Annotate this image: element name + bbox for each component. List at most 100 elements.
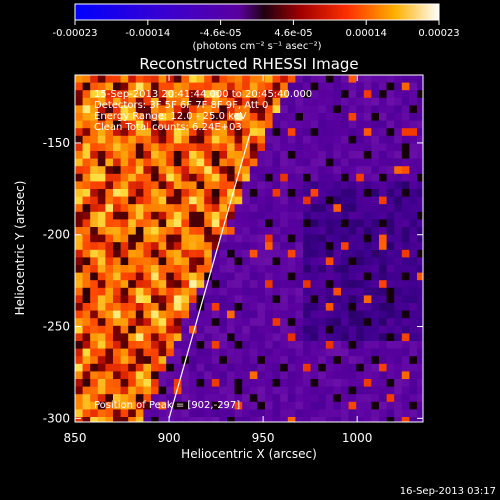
- heatmap-cell: [318, 401, 327, 410]
- heatmap-cell: [280, 219, 289, 228]
- heatmap-cell: [325, 219, 334, 228]
- heatmap-cell: [227, 143, 235, 152]
- heatmap-cell: [318, 151, 327, 159]
- heatmap-cell: [166, 120, 175, 129]
- heatmap-cell: [401, 189, 410, 197]
- heatmap-cell: [113, 401, 121, 410]
- heatmap-cell: [166, 280, 175, 289]
- heatmap-cell: [97, 189, 106, 197]
- heatmap-cell: [128, 363, 137, 372]
- heatmap-cell: [417, 204, 423, 213]
- heatmap-cell: [234, 227, 243, 235]
- heatmap-cell: [363, 128, 372, 137]
- heatmap-cell: [341, 75, 349, 83]
- heatmap-cell: [371, 181, 380, 190]
- heatmap-cell: [265, 371, 273, 380]
- heatmap-cell: [394, 371, 403, 380]
- heatmap-cell: [295, 75, 304, 83]
- heatmap-cell: [189, 371, 197, 380]
- heatmap-cell: [394, 310, 403, 319]
- heatmap-cell: [82, 318, 91, 327]
- heatmap-cell: [181, 113, 190, 121]
- heatmap-cell: [204, 417, 213, 422]
- heatmap-cell: [234, 363, 243, 372]
- heatmap-cell: [310, 143, 319, 152]
- heatmap-cell: [211, 394, 220, 403]
- heatmap-cell: [151, 295, 159, 304]
- heatmap-cell: [166, 82, 175, 91]
- heatmap-cell: [120, 75, 129, 83]
- heatmap-cell: [348, 348, 357, 357]
- heatmap-cell: [356, 333, 365, 342]
- heatmap-cell: [257, 341, 266, 349]
- heatmap-cell: [120, 272, 129, 281]
- heatmap-cell: [303, 348, 311, 357]
- x-axis: 850 900 950 1000: [64, 75, 372, 445]
- heatmap-cell: [97, 356, 106, 365]
- heatmap-cell: [204, 227, 213, 235]
- heatmap-cell: [143, 113, 152, 121]
- heatmap-cell: [386, 318, 395, 327]
- heatmap-cell: [303, 143, 311, 152]
- heatmap-cell: [234, 143, 243, 152]
- heatmap-cell: [105, 181, 114, 190]
- heatmap-cell: [348, 371, 357, 380]
- heatmap-cell: [394, 287, 403, 296]
- heatmap-cell: [325, 379, 334, 387]
- heatmap-cell: [394, 143, 403, 152]
- heatmap-cell: [227, 280, 235, 289]
- heatmap-cell: [242, 287, 251, 296]
- heatmap-cell: [211, 371, 220, 380]
- heatmap-cell: [196, 120, 205, 129]
- heatmap-cell: [105, 386, 114, 395]
- heatmap-cell: [303, 295, 311, 304]
- heatmap-cell: [386, 211, 395, 220]
- heatmap-cell: [113, 143, 121, 152]
- heatmap-cell: [75, 348, 83, 357]
- heatmap-cell: [181, 310, 190, 319]
- heatmap-cell: [173, 173, 182, 182]
- heatmap-cell: [173, 333, 182, 342]
- heatmap-cell: [379, 242, 387, 251]
- heatmap-cell: [97, 105, 106, 114]
- heatmap-cell: [272, 303, 281, 311]
- heatmap-cell: [90, 379, 99, 387]
- heatmap-cell: [341, 211, 349, 220]
- heatmap-cell: [143, 417, 152, 422]
- heatmap-cell: [143, 325, 152, 334]
- heatmap-cell: [227, 371, 235, 380]
- heatmap-cell: [189, 272, 197, 281]
- heatmap-cell: [166, 151, 175, 159]
- heatmap-cell: [295, 303, 304, 311]
- heatmap-cell: [181, 151, 190, 159]
- heatmap-cell: [227, 204, 235, 213]
- heatmap-cell: [401, 105, 410, 114]
- heatmap-cell: [196, 295, 205, 304]
- heatmap-cell: [249, 211, 258, 220]
- heatmap-cell: [303, 189, 311, 197]
- heatmap-cell: [348, 196, 357, 205]
- heatmap-cell: [280, 379, 289, 387]
- heatmap-cell: [325, 242, 334, 251]
- heatmap-cell: [272, 151, 281, 159]
- heatmap-cell: [181, 318, 190, 327]
- heatmap-cell: [295, 211, 304, 220]
- heatmap-cell: [371, 310, 380, 319]
- heatmap-cell: [113, 409, 121, 418]
- heatmap-cell: [409, 196, 418, 205]
- heatmap-cell: [158, 318, 167, 327]
- heatmap-cell: [394, 318, 403, 327]
- heatmap-cell: [189, 166, 197, 175]
- heatmap-cell: [386, 135, 395, 144]
- heatmap-cell: [318, 348, 327, 357]
- heatmap-cell: [310, 386, 319, 395]
- heatmap-cell: [151, 120, 159, 129]
- heatmap-cell: [318, 196, 327, 205]
- heatmap-cell: [113, 363, 121, 372]
- heatmap-cell: [371, 363, 380, 372]
- annotation-clean-counts: Clean Total counts: 6.24E+03: [94, 122, 242, 133]
- heatmap-cell: [303, 341, 311, 349]
- heatmap-cell: [363, 82, 372, 91]
- heatmap-cell: [120, 348, 129, 357]
- heatmap-cell: [265, 82, 273, 91]
